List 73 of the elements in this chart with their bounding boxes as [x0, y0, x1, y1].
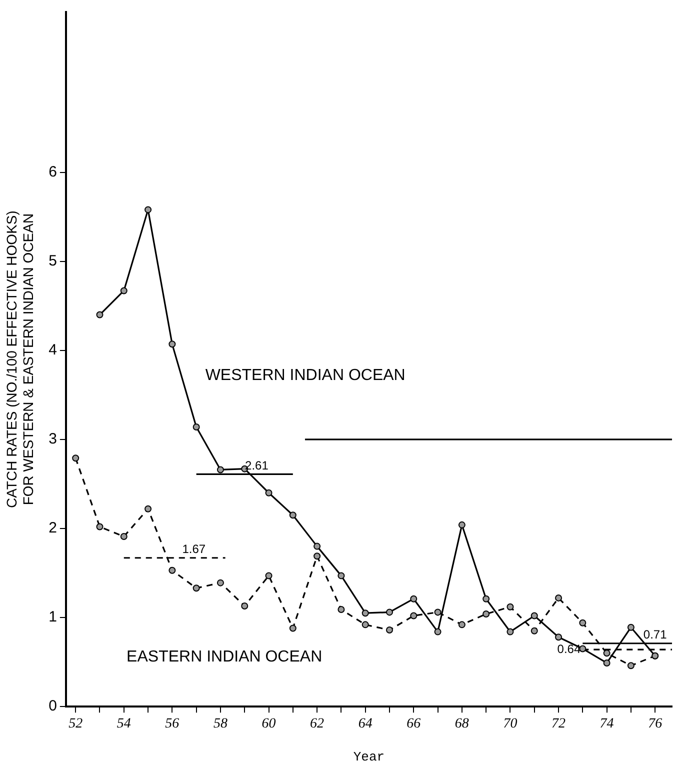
y-tick-label: 4	[48, 342, 57, 359]
point	[289, 512, 296, 519]
x-tick-label: 66	[406, 716, 421, 732]
point	[434, 628, 442, 636]
x-tick-label: 62	[310, 716, 324, 732]
point	[458, 521, 466, 528]
point	[386, 608, 393, 616]
annotation: 0.71	[643, 628, 668, 642]
point	[265, 572, 272, 580]
point	[434, 608, 442, 616]
point	[289, 624, 296, 632]
point	[120, 287, 128, 294]
point	[506, 603, 514, 610]
y-axis-title: CATCH RATES (NO./100 EFFECTIVE HOOKS) FOR WESTERN & EASTERN INDIAN OCEAN	[3, 210, 36, 508]
x-tick-label: 64	[358, 716, 372, 732]
point	[96, 523, 104, 530]
x-tick-label: 60	[262, 716, 276, 732]
text: EASTERN INDIAN OCEAN	[126, 648, 322, 666]
point	[362, 621, 369, 628]
annotation: 2.61	[245, 458, 269, 472]
point	[168, 566, 176, 574]
point	[482, 610, 490, 618]
point	[386, 626, 393, 634]
point	[506, 628, 514, 636]
point	[458, 621, 466, 628]
y-tick-label: 5	[48, 252, 57, 270]
point	[338, 606, 345, 614]
point	[144, 505, 152, 512]
x-tick-label: 70	[503, 716, 518, 732]
point	[168, 340, 176, 348]
point	[314, 542, 321, 550]
point	[192, 423, 200, 430]
point	[555, 594, 562, 602]
annotation: 0.64	[557, 642, 581, 656]
y-tick-label: 1	[48, 608, 57, 626]
x-tick-label: 58	[213, 716, 228, 732]
point	[603, 659, 610, 666]
point	[216, 579, 224, 586]
point	[627, 624, 634, 631]
annotation: 1.67	[182, 542, 206, 556]
point	[362, 610, 369, 617]
y-tick-label: 6	[48, 163, 57, 180]
point	[96, 311, 104, 318]
point	[627, 662, 634, 670]
point	[72, 454, 80, 462]
x-tick-label: 52	[68, 716, 83, 732]
x-tick-label: 68	[454, 716, 469, 732]
x-tick-label: 76	[648, 716, 662, 732]
y-tick-label: 2	[48, 520, 57, 537]
x-axis-title: Year	[353, 750, 385, 765]
point	[338, 572, 345, 580]
x-tick-label: 54	[116, 716, 131, 732]
point	[410, 595, 418, 602]
point	[241, 602, 248, 610]
y-tick-label: 3	[48, 430, 57, 448]
point	[555, 634, 562, 641]
point	[530, 612, 538, 620]
series-label: WESTERN INDIAN OCEAN	[205, 367, 406, 384]
point	[579, 619, 586, 626]
point	[410, 612, 418, 620]
point	[216, 466, 224, 474]
point	[314, 552, 321, 560]
point	[603, 650, 610, 657]
point	[144, 206, 152, 214]
x-tick-label: 56	[165, 716, 180, 732]
point	[482, 595, 490, 602]
point	[120, 533, 128, 540]
x-tick-label: 74	[600, 716, 614, 732]
y-tick-label: 0	[48, 698, 57, 715]
point	[192, 584, 200, 592]
point	[265, 489, 272, 496]
point	[530, 627, 538, 634]
x-tick-label: 72	[552, 716, 566, 732]
